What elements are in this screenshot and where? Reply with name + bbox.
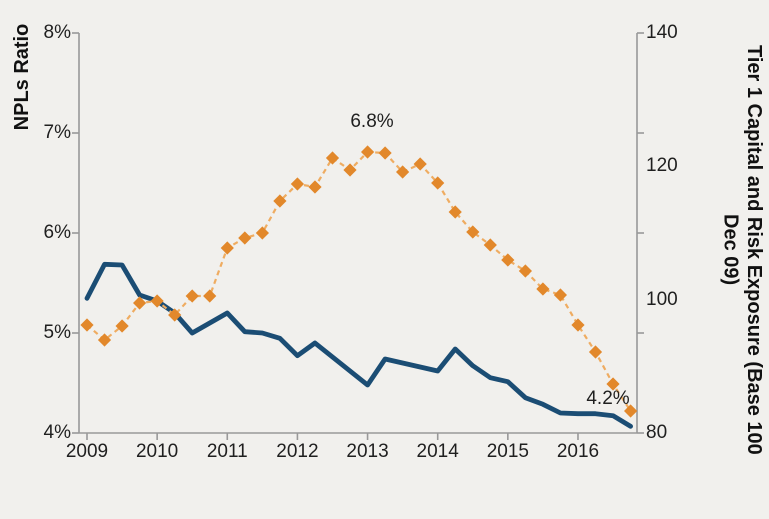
- npls-ratio-marker: [290, 177, 304, 191]
- left-axis-tick-label: 4%: [43, 422, 71, 443]
- npls-ratio-marker: [343, 163, 357, 177]
- npls-ratio-marker: [501, 253, 515, 267]
- x-axis-tick-label: 2011: [206, 441, 248, 462]
- left-axis-tick-label: 8%: [43, 22, 71, 43]
- legend: NPLs ratio Risk Weighted Assets: [0, 478, 769, 510]
- npls-ratio-marker: [483, 238, 497, 252]
- npls-ratio-marker: [80, 318, 94, 332]
- right-axis-tick-label: 80: [646, 422, 668, 443]
- npls-ratio-marker: [518, 264, 532, 278]
- left-axis-tick-label: 6%: [43, 222, 71, 243]
- npls-ratio-marker: [168, 308, 182, 322]
- npls-ratio-marker: [624, 404, 638, 418]
- x-axis-tick-label: 2012: [276, 441, 319, 462]
- x-axis-tick-label: 2014: [416, 441, 459, 462]
- npls-ratio-marker: [97, 333, 112, 347]
- npls-ratio-marker: [413, 157, 427, 171]
- npls-ratio-marker: [115, 319, 129, 333]
- x-axis-tick-label: 2015: [486, 441, 529, 462]
- x-axis-tick-label: 2010: [135, 441, 179, 462]
- right-axis-tick-label: 100: [646, 288, 678, 310]
- npls-ratio-marker: [378, 146, 392, 160]
- npls-ratio-marker: [571, 318, 585, 332]
- x-axis-tick-label: 2013: [346, 441, 389, 462]
- npls-ratio-marker: [431, 176, 445, 190]
- npls-ratio-marker: [220, 241, 234, 255]
- last-value-annotation: 4.2%: [586, 388, 630, 409]
- left-axis-tick-label: 7%: [43, 122, 71, 143]
- npls-ratio-marker: [325, 151, 340, 165]
- npls-ratio-marker: [588, 345, 603, 359]
- npls-ratio-marker: [361, 145, 375, 159]
- npls-ratio-marker: [606, 377, 620, 391]
- npls-ratio-dashed-line: [86, 150, 632, 412]
- peak-annotation: 6.8%: [350, 111, 394, 132]
- npls-ratio-marker: [553, 288, 567, 302]
- x-axis-tick-label: 2009: [65, 441, 109, 462]
- npls-ratio-marker: [536, 282, 550, 296]
- right-axis-tick-label: 120: [646, 155, 678, 177]
- right-axis-title: Tier 1 Capital and Risk Exposure (Base 1…: [719, 45, 765, 455]
- npls-ratio-marker: [255, 226, 269, 240]
- npls-ratio-marker: [185, 289, 199, 303]
- npls-ratio-marker: [238, 231, 252, 245]
- npls-ratio-marker: [308, 180, 322, 194]
- npls-ratio-marker: [150, 294, 164, 308]
- npls-ratio-marker: [396, 165, 410, 179]
- npls-ratio-marker: [203, 289, 217, 303]
- right-axis-tick-label: 140: [646, 22, 678, 43]
- npls-ratio-marker: [466, 225, 480, 239]
- npls-ratio-marker: [133, 296, 147, 310]
- left-axis-tick-label: 5%: [43, 322, 71, 343]
- npls-ratio-marker: [273, 194, 287, 208]
- x-axis-tick-label: 2016: [556, 441, 600, 462]
- npls-ratio-marker: [448, 205, 462, 219]
